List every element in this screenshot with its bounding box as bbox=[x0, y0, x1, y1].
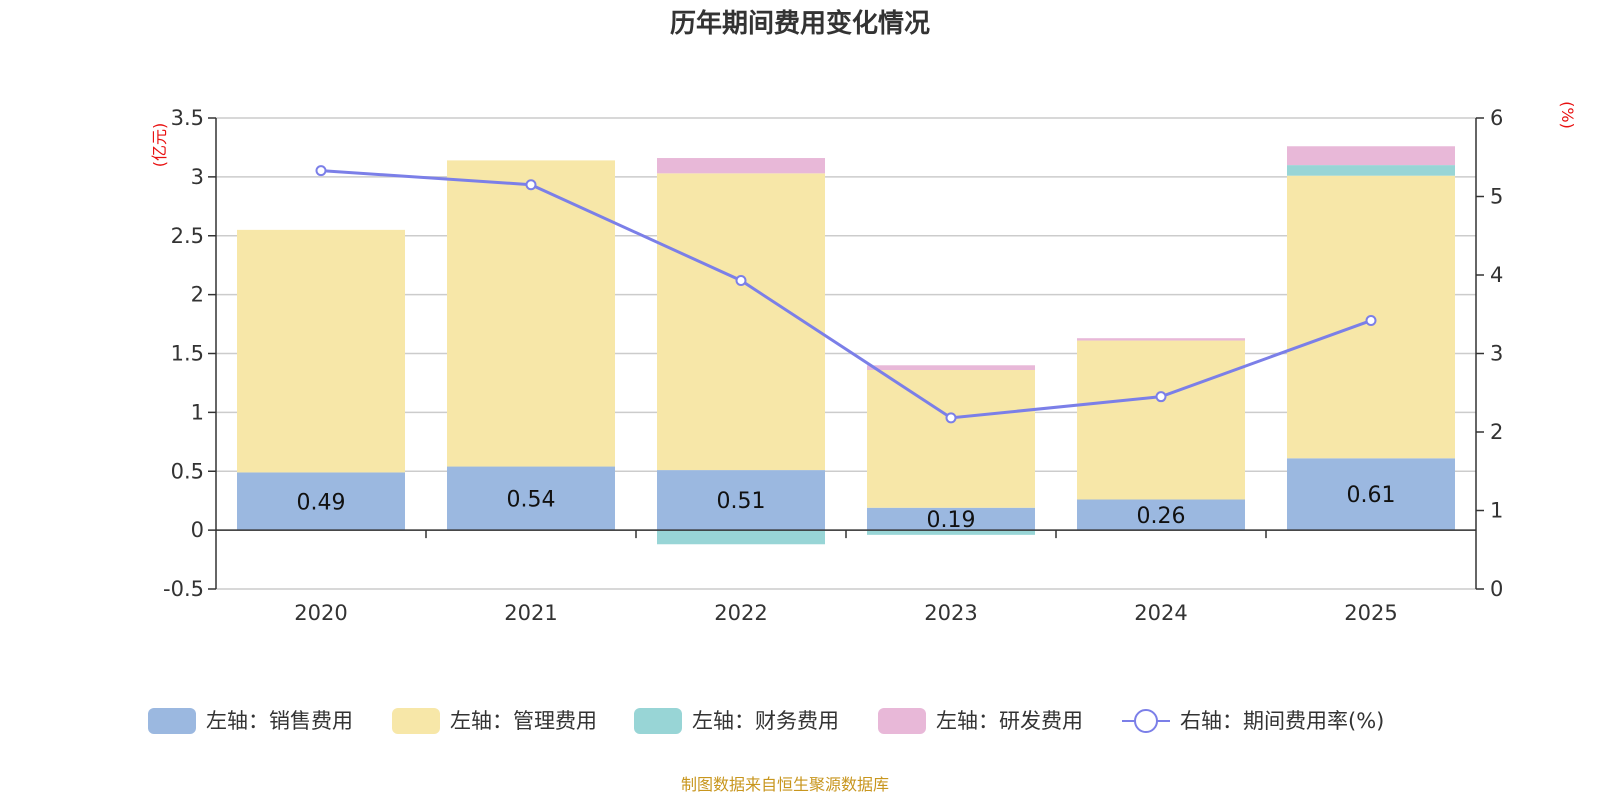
legend-marker bbox=[1134, 709, 1158, 733]
bar-3-2024 bbox=[1077, 338, 1245, 341]
right-tick-label: 1 bbox=[1490, 499, 1503, 523]
bar-1-2021 bbox=[447, 160, 615, 467]
right-tick-label: 5 bbox=[1490, 185, 1503, 209]
legend-label: 左轴：研发费用 bbox=[936, 709, 1083, 733]
right-tick-label: 0 bbox=[1490, 577, 1503, 601]
bar-1-2024 bbox=[1077, 340, 1245, 500]
rate-line-group bbox=[315, 165, 1377, 424]
legend-label: 右轴：期间费用率(%) bbox=[1180, 709, 1384, 733]
left-tick-label: 2 bbox=[191, 283, 204, 307]
rate-point bbox=[735, 274, 747, 286]
bar-0-2021 bbox=[447, 466, 615, 531]
legend-label: 左轴：财务费用 bbox=[692, 709, 839, 733]
bar-value-label: 0.54 bbox=[507, 487, 556, 512]
rate-line bbox=[320, 169, 1372, 420]
left-tick-label: 0 bbox=[191, 518, 204, 542]
bar-value-label: 0.49 bbox=[297, 490, 346, 515]
right-tick-label: 4 bbox=[1490, 263, 1503, 287]
bar-2-2022 bbox=[657, 530, 825, 545]
bar-0-2024 bbox=[1077, 499, 1245, 531]
rate-point bbox=[1365, 315, 1377, 327]
x-tick-label: 2025 bbox=[1344, 601, 1397, 625]
bar-labels-group: 0.49 0.54 0.51 0.19 0.26 0.61 bbox=[297, 483, 1396, 533]
rate-point bbox=[525, 179, 537, 191]
legend-swatch bbox=[878, 708, 926, 734]
bar-1-2022 bbox=[657, 173, 825, 471]
bar-0-2025 bbox=[1287, 458, 1455, 531]
x-tick-label: 2024 bbox=[1134, 601, 1187, 625]
legend-label: 左轴：销售费用 bbox=[206, 709, 353, 733]
x-tick-label: 2021 bbox=[504, 601, 557, 625]
left-tick-label: 1 bbox=[191, 400, 204, 424]
chart-title: 历年期间费用变化情况 bbox=[670, 8, 930, 39]
bar-2-2023 bbox=[867, 530, 1035, 535]
legend-swatch bbox=[392, 708, 440, 734]
bar-3-2025 bbox=[1287, 146, 1455, 166]
bar-1-2023 bbox=[867, 369, 1035, 508]
rate-point bbox=[945, 412, 957, 424]
left-tick-label: 1.5 bbox=[171, 342, 204, 366]
bar-0-2020 bbox=[237, 472, 405, 531]
rate-point bbox=[315, 165, 327, 177]
right-axis-unit: (%) bbox=[1558, 101, 1577, 129]
bar-value-label: 0.26 bbox=[1137, 504, 1186, 529]
left-tick-label: -0.5 bbox=[163, 577, 204, 601]
legend: 左轴：销售费用 左轴：管理费用 左轴：财务费用 左轴：研发费用 右轴：期间费用率(%) bbox=[148, 708, 1384, 734]
legend-swatch bbox=[148, 708, 196, 734]
right-tick-label: 2 bbox=[1490, 420, 1503, 444]
bar-3-2023 bbox=[867, 365, 1035, 370]
bar-0-2022 bbox=[657, 470, 825, 531]
right-tick-label: 3 bbox=[1490, 342, 1503, 366]
bar-value-label: 0.61 bbox=[1347, 483, 1396, 508]
bar-3-2022 bbox=[657, 158, 825, 174]
left-tick-label: 3.5 bbox=[171, 106, 204, 130]
left-axis-unit: (亿元) bbox=[150, 123, 169, 168]
x-tick-label: 2023 bbox=[924, 601, 977, 625]
left-tick-label: 3 bbox=[191, 165, 204, 189]
legend-label: 左轴：管理费用 bbox=[450, 709, 597, 733]
bar-1-2020 bbox=[237, 229, 405, 473]
rate-point bbox=[1155, 391, 1167, 403]
bar-0-2023 bbox=[867, 507, 1035, 531]
x-tick-label: 2020 bbox=[294, 601, 347, 625]
left-tick-label: 0.5 bbox=[171, 459, 204, 483]
x-tick-label: 2022 bbox=[714, 601, 767, 625]
source-note: 制图数据来自恒生聚源数据库 bbox=[681, 775, 889, 794]
right-tick-label: 6 bbox=[1490, 106, 1503, 130]
bars-group bbox=[237, 146, 1455, 545]
legend-swatch bbox=[634, 708, 682, 734]
bar-value-label: 0.51 bbox=[717, 489, 766, 514]
left-tick-label: 2.5 bbox=[171, 224, 204, 248]
bar-value-label: 0.19 bbox=[927, 508, 976, 533]
bar-2-2025 bbox=[1287, 165, 1455, 176]
